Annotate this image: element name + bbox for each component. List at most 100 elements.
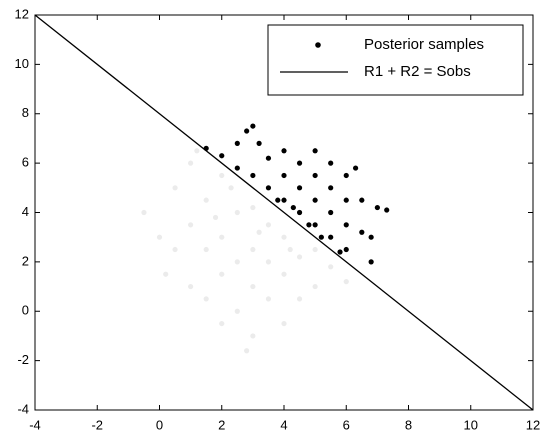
point — [296, 185, 303, 191]
point — [281, 197, 287, 203]
point — [244, 348, 250, 354]
x-tick-label: 12 — [526, 417, 540, 432]
point — [250, 172, 256, 179]
point — [188, 222, 194, 228]
x-tick-label: 8 — [405, 417, 412, 432]
point — [203, 246, 209, 253]
point — [343, 279, 349, 285]
y-tick-label: 6 — [22, 155, 29, 170]
point — [296, 254, 303, 260]
line — [34, 14, 534, 411]
point — [250, 246, 256, 253]
x-tick-label: 0 — [156, 417, 163, 432]
point — [368, 259, 374, 265]
x-tick-label: 2 — [218, 417, 225, 432]
point — [343, 197, 349, 203]
point — [141, 209, 147, 216]
point — [359, 197, 365, 203]
point — [328, 264, 334, 270]
point — [203, 296, 209, 302]
point — [234, 259, 240, 265]
y-tick-label: -4 — [17, 401, 29, 416]
point — [275, 197, 281, 203]
y-tick-label: 2 — [22, 253, 29, 268]
x-tick-label: -2 — [91, 417, 103, 432]
point — [281, 271, 287, 277]
point — [384, 207, 390, 213]
point — [219, 234, 225, 240]
point — [265, 222, 272, 228]
point — [172, 246, 178, 253]
point — [312, 197, 318, 203]
x-tick-label: 6 — [343, 417, 350, 432]
x-tick-label: -4 — [29, 417, 41, 432]
point — [163, 271, 169, 277]
point — [290, 204, 296, 211]
point — [256, 140, 262, 146]
point — [359, 229, 365, 235]
point — [234, 308, 240, 314]
point — [228, 185, 234, 191]
point — [256, 229, 262, 235]
point — [281, 148, 287, 154]
point — [265, 155, 272, 161]
point — [265, 185, 272, 191]
point — [296, 296, 303, 302]
point — [318, 234, 324, 240]
point — [343, 172, 349, 179]
point — [368, 234, 374, 240]
point — [281, 172, 287, 179]
point — [343, 222, 349, 228]
point — [234, 209, 240, 216]
point — [219, 271, 225, 277]
point — [172, 185, 178, 191]
point — [234, 140, 240, 146]
point — [374, 204, 380, 211]
x-tick-label: 4 — [280, 417, 287, 432]
point — [287, 246, 293, 253]
point — [312, 172, 318, 179]
point — [328, 185, 334, 191]
point — [296, 160, 303, 166]
legend-label: Posterior samples — [364, 36, 484, 53]
point — [250, 123, 256, 129]
point — [250, 333, 256, 339]
point — [203, 197, 209, 203]
point — [328, 209, 334, 216]
y-tick-label: -2 — [17, 352, 29, 367]
point — [281, 320, 287, 327]
y-tick-label: 8 — [22, 105, 29, 120]
point — [250, 283, 256, 290]
point — [250, 204, 256, 211]
point — [156, 234, 163, 240]
point — [188, 283, 194, 290]
point — [312, 148, 318, 154]
point — [265, 259, 272, 265]
legend-marker — [315, 42, 321, 48]
y-tick-label: 10 — [15, 56, 29, 71]
point — [312, 222, 318, 228]
point — [328, 160, 334, 166]
point — [312, 283, 318, 290]
point — [219, 320, 225, 327]
point — [312, 246, 318, 253]
point — [212, 214, 219, 221]
point — [328, 234, 334, 240]
y-tick-label: 12 — [15, 6, 29, 21]
point — [306, 222, 312, 228]
point — [281, 234, 287, 240]
y-tick-label: 0 — [22, 303, 29, 318]
point — [219, 172, 225, 179]
legend-box — [267, 24, 524, 96]
x-tick-label: 10 — [464, 417, 478, 432]
point — [352, 165, 359, 171]
point — [296, 209, 303, 216]
point — [188, 160, 194, 166]
point — [337, 249, 343, 255]
point — [343, 246, 349, 253]
point — [194, 148, 200, 154]
point — [265, 296, 272, 302]
point — [219, 153, 225, 159]
y-tick-label: 4 — [22, 204, 29, 219]
